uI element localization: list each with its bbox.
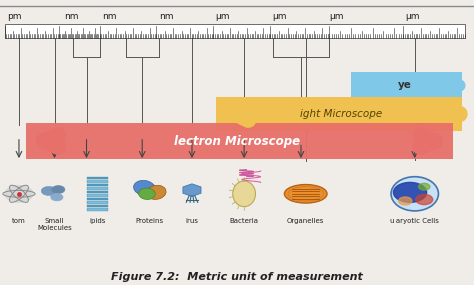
FancyBboxPatch shape (216, 97, 462, 131)
Text: ye: ye (398, 80, 412, 91)
Ellipse shape (134, 180, 155, 196)
FancyBboxPatch shape (87, 194, 108, 197)
FancyBboxPatch shape (87, 198, 108, 200)
Text: nm: nm (102, 12, 117, 21)
Circle shape (393, 182, 427, 202)
FancyBboxPatch shape (87, 201, 108, 204)
Text: u aryotic Cells: u aryotic Cells (390, 218, 439, 224)
Text: tom: tom (12, 218, 26, 224)
Circle shape (5, 185, 33, 202)
Text: Figure 7.2:  Metric unit of measurement: Figure 7.2: Metric unit of measurement (111, 272, 363, 282)
Text: ipids: ipids (89, 218, 105, 224)
Circle shape (41, 186, 56, 196)
Text: Organelles: Organelles (287, 218, 324, 224)
Circle shape (51, 194, 63, 201)
Circle shape (52, 186, 65, 194)
Ellipse shape (284, 185, 327, 203)
FancyBboxPatch shape (87, 191, 108, 193)
FancyBboxPatch shape (87, 184, 108, 186)
Ellipse shape (391, 177, 438, 211)
Circle shape (416, 194, 433, 205)
Text: μm: μm (405, 12, 420, 21)
Text: μm: μm (329, 12, 344, 21)
FancyBboxPatch shape (87, 180, 108, 183)
Text: nm: nm (64, 12, 79, 21)
Text: Proteins: Proteins (135, 218, 164, 224)
Ellipse shape (147, 185, 166, 199)
FancyBboxPatch shape (87, 208, 108, 211)
FancyBboxPatch shape (87, 205, 108, 207)
FancyBboxPatch shape (26, 123, 453, 159)
Text: pm: pm (7, 12, 22, 21)
FancyBboxPatch shape (351, 72, 462, 99)
Ellipse shape (138, 188, 155, 200)
Text: μm: μm (273, 12, 287, 21)
Text: ight Microscope: ight Microscope (300, 109, 383, 119)
FancyBboxPatch shape (87, 187, 108, 190)
Text: μm: μm (216, 12, 230, 21)
Text: nm: nm (159, 12, 173, 21)
Text: Small
Molecules: Small Molecules (37, 218, 72, 231)
Circle shape (399, 197, 412, 205)
FancyBboxPatch shape (87, 177, 108, 179)
FancyBboxPatch shape (5, 24, 465, 38)
Circle shape (419, 183, 430, 190)
Ellipse shape (233, 181, 255, 207)
Text: lectron Microscope: lectron Microscope (174, 135, 300, 148)
Text: irus: irus (185, 218, 199, 224)
Text: Bacteria: Bacteria (229, 218, 259, 224)
